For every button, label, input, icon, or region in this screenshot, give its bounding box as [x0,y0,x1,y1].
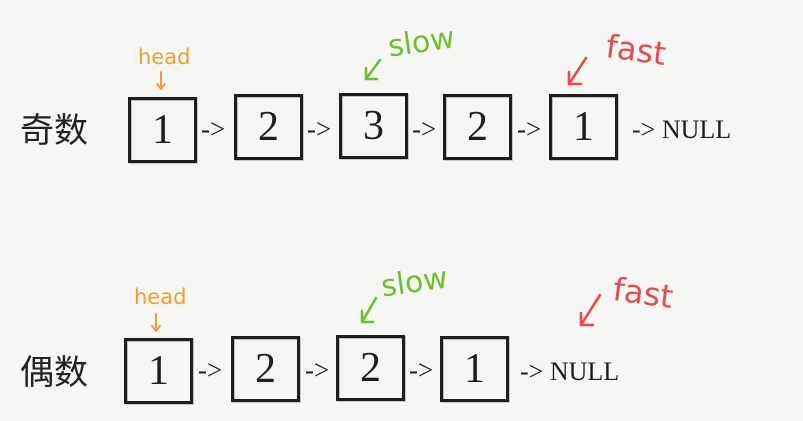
head-pointer-label: head [134,285,187,309]
arrow-down-icon [151,313,161,332]
even-length-list-row: 偶数 head slow fast 1 -> 2 -> 2 -> 1 -> NU… [0,240,803,421]
node-value: 1 [464,346,485,392]
list-node: 1 [124,338,193,404]
null-terminator: -> NULL [520,357,620,386]
arrow-down-left-icon [567,56,588,86]
node-value: 2 [258,104,279,150]
arrow-down-left-icon [579,293,602,327]
list-node: 2 [336,335,405,401]
odd-length-list-row: 奇数 head slow fast 1 -> 2 -> 3 -> 2 -> 1 … [0,0,803,200]
fast-pointer-label: fast [603,27,669,73]
arrow-down-left-icon [364,58,382,81]
next-link: -> [305,355,330,385]
arrow-down-left-icon [360,296,378,324]
list-node: 2 [443,94,512,160]
row-label: 奇数 [20,111,88,151]
next-link: -> [517,114,542,144]
next-link: -> [198,355,223,385]
list-node: 3 [339,93,408,159]
list-node: 2 [231,336,300,402]
next-link: -> [409,355,434,385]
next-link: -> [201,114,226,144]
node-value: 3 [363,103,384,149]
next-link: -> [307,114,332,144]
slow-pointer-label: slow [385,20,457,65]
next-link: -> [412,114,437,144]
node-value: 1 [152,107,173,153]
arrow-down-icon [156,71,166,90]
node-value: 1 [573,104,594,150]
row-label: 偶数 [20,353,88,393]
node-value: 2 [467,104,488,150]
null-terminator: -> NULL [632,115,732,144]
list-node: 1 [440,336,509,402]
fast-pointer-label: fast [610,270,676,316]
list-node: 2 [234,94,303,160]
list-node: 1 [128,97,197,163]
head-pointer-label: head [138,45,191,69]
node-value: 2 [360,345,381,391]
list-node: 1 [549,94,618,160]
node-value: 2 [255,346,276,392]
slow-pointer-label: slow [378,260,450,305]
node-value: 1 [148,348,169,394]
